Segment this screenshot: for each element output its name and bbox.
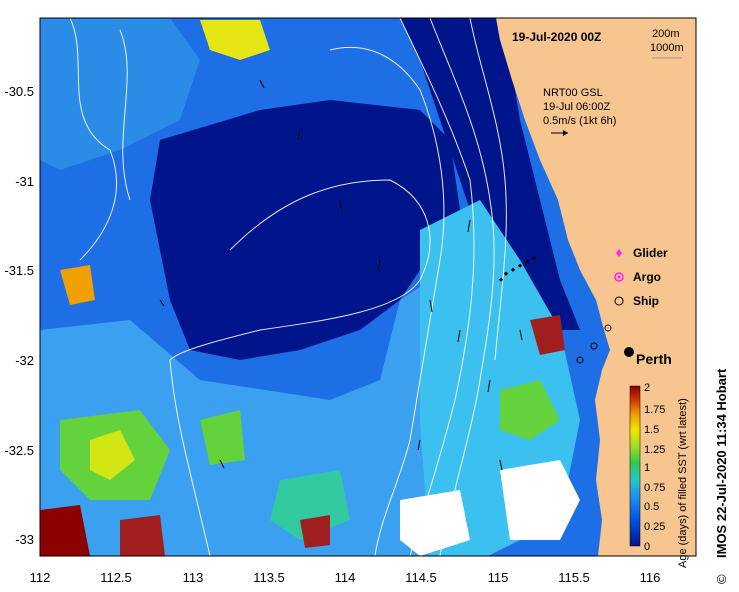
patch-orange-1 xyxy=(60,265,95,305)
colorbar-gradient xyxy=(629,385,641,547)
glider-point xyxy=(517,263,523,268)
current-arrow xyxy=(259,79,265,89)
current-arrow xyxy=(429,299,433,313)
ship-marker xyxy=(590,342,598,350)
current-arrow xyxy=(219,459,225,469)
x-tick: 113.5 xyxy=(253,570,285,585)
depth-legend-200: 200m xyxy=(652,28,680,40)
current-scale: 0.5m/s (1kt 6h) xyxy=(543,115,616,127)
current-arrow xyxy=(519,329,523,341)
glider-legend-icon xyxy=(616,249,622,257)
patch-white-1 xyxy=(400,490,470,556)
colorbar-tick: 0 xyxy=(644,541,650,553)
patch-yellow-1 xyxy=(90,430,135,480)
ship-legend-icon xyxy=(614,296,624,306)
y-tick: -31 xyxy=(15,174,34,189)
x-tick: 115.5 xyxy=(558,570,590,585)
y-tick: -31.5 xyxy=(4,263,34,278)
bathymetry-contours xyxy=(69,18,507,556)
contour-3 xyxy=(169,179,431,361)
y-tick: -32.5 xyxy=(4,443,34,458)
x-tick: 115 xyxy=(488,570,509,585)
x-axis: 112 112.5 113 113.5 114 114.5 115 115.5 … xyxy=(30,570,661,585)
map-field xyxy=(40,18,696,556)
city-label: Perth xyxy=(636,351,672,367)
ship-marker xyxy=(604,324,612,332)
current-arrow xyxy=(377,259,381,271)
colorbar-tick: 0.25 xyxy=(644,521,665,533)
colorbar-tick: 0.5 xyxy=(644,501,659,513)
y-tick: -33 xyxy=(15,532,34,547)
current-source: NRT00 GSL xyxy=(543,87,603,99)
ocean-north-patch xyxy=(40,18,200,170)
x-tick: 112.5 xyxy=(100,570,132,585)
copyright-icon: © xyxy=(714,574,729,584)
patch-red-2 xyxy=(40,505,90,556)
patch-green-3 xyxy=(200,410,245,465)
current-arrow xyxy=(487,379,491,393)
argo-legend-label: Argo xyxy=(633,270,661,284)
argo-legend-icon xyxy=(614,272,624,282)
land-western-australia xyxy=(496,18,696,556)
contour-1 xyxy=(69,18,118,261)
x-tick: 113 xyxy=(183,570,204,585)
glider-point xyxy=(524,259,530,264)
ocean-deep-coastal xyxy=(400,18,580,330)
current-arrow xyxy=(297,129,301,141)
colorbar-tick: 1 xyxy=(644,462,650,474)
glider-legend-label: Glider xyxy=(633,246,668,260)
colorbar-tick: 1.75 xyxy=(644,404,665,416)
glider-point xyxy=(503,271,509,276)
patch-red-1 xyxy=(300,515,330,548)
patch-yellow-2 xyxy=(200,20,270,60)
contour-5 xyxy=(329,46,445,556)
y-axis: -30.5 -31 -31.5 -32 -32.5 -33 xyxy=(4,84,34,547)
argo-legend-center xyxy=(617,275,621,279)
contour-6 xyxy=(399,18,475,556)
current-time: 19-Jul 06:00Z xyxy=(543,101,611,113)
patch-red-3 xyxy=(120,515,165,556)
contour-7 xyxy=(429,18,495,556)
date-title: 19-Jul-2020 00Z xyxy=(512,30,601,44)
contour-4 xyxy=(169,359,211,556)
y-tick: -30.5 xyxy=(4,84,34,99)
contour-8 xyxy=(469,18,507,361)
x-tick: 112 xyxy=(30,570,51,585)
current-arrow xyxy=(339,199,343,211)
x-tick: 114.5 xyxy=(405,570,437,585)
perth-marker xyxy=(624,347,634,357)
glider-point xyxy=(531,255,537,260)
colorbar-tick: 2 xyxy=(644,382,650,394)
colorbar: 2 1.75 1.5 1.25 1 0.75 0.5 0.25 0 Age (d… xyxy=(629,382,689,568)
patch-green-2 xyxy=(500,380,560,440)
x-tick: 116 xyxy=(640,570,661,585)
y-tick: -32 xyxy=(15,353,34,368)
credit-text: IMOS 22-Jul-2020 11:34 Hobart xyxy=(714,368,729,558)
depth-legend-1000: 1000m xyxy=(650,42,684,54)
colorbar-label: Age (days) of filled SST (wrt latest) xyxy=(677,398,689,568)
glider-point xyxy=(498,277,504,282)
colorbar-tick: 0.75 xyxy=(644,482,665,494)
current-arrow xyxy=(499,459,503,471)
current-vectors xyxy=(159,79,523,471)
patch-white-2 xyxy=(500,460,580,540)
current-arrow xyxy=(467,219,471,233)
current-arrow xyxy=(457,329,461,343)
scale-arrow-head xyxy=(563,130,568,136)
ocean-deep-central xyxy=(150,100,460,360)
ship-positions xyxy=(576,324,612,364)
x-tick: 114 xyxy=(335,570,356,585)
ship-marker xyxy=(576,356,584,364)
glider-point xyxy=(510,267,516,272)
current-arrow xyxy=(417,439,421,451)
colorbar-tick: 1.5 xyxy=(644,424,659,436)
plot-frame xyxy=(39,17,697,557)
ship-legend-label: Ship xyxy=(633,294,659,308)
glider-track xyxy=(498,255,537,282)
patch-red-4 xyxy=(530,315,565,355)
current-arrow xyxy=(159,299,165,307)
contour-2 xyxy=(119,29,131,201)
colorbar-tick: 1.25 xyxy=(644,444,665,456)
